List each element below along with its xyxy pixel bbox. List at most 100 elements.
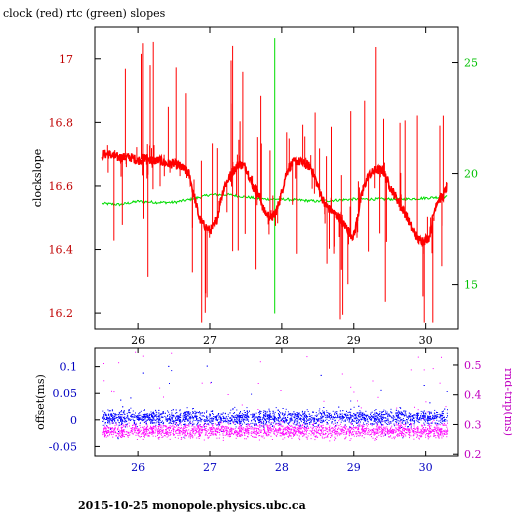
offset-point [109, 419, 111, 421]
rnd-trip-point [365, 428, 367, 430]
rnd-trip-point [152, 426, 154, 428]
offset-point [418, 412, 420, 414]
rnd-trip-point [163, 396, 164, 398]
rnd-trip-point [256, 431, 258, 433]
offset-point [329, 413, 330, 415]
offset-point [382, 411, 384, 412]
offset-point [149, 417, 151, 419]
offset-point [258, 422, 260, 424]
rnd-trip-point [343, 429, 344, 431]
offset-point [118, 424, 120, 426]
rnd-trip-point [288, 431, 290, 432]
offset-point [108, 413, 110, 415]
offset-point [155, 424, 157, 426]
offset-point [260, 420, 262, 422]
offset-point [141, 416, 143, 418]
offset-point [199, 418, 201, 420]
offset-point [144, 413, 145, 415]
rnd-trip-point [410, 435, 412, 437]
rnd-trip-point [423, 419, 425, 421]
rnd-trip-point [204, 425, 205, 427]
rnd-trip-point [237, 434, 239, 435]
offset-point [344, 419, 346, 421]
rnd-trip-point [290, 435, 291, 437]
rnd-trip-point [211, 433, 212, 434]
offset-point [392, 415, 394, 417]
rnd-trip-point [240, 430, 242, 432]
rnd-trip-point [140, 426, 142, 428]
rnd-trip-point [334, 436, 336, 438]
offset-point [446, 420, 448, 422]
rnd-trip-point [146, 424, 148, 426]
lower-plot-area [102, 351, 449, 442]
rnd-trip-point [425, 431, 427, 433]
rnd-trip-point [158, 432, 160, 434]
rnd-trip-point [274, 433, 276, 435]
offset-point [420, 419, 422, 421]
offset-point [246, 407, 248, 409]
rnd-trip-point [193, 428, 194, 430]
offset-point [131, 414, 133, 416]
offset-point [187, 412, 189, 414]
offset-point [321, 414, 322, 416]
rnd-trip-point [214, 430, 216, 432]
offset-point [183, 436, 185, 438]
offset-point [323, 420, 325, 422]
offset-point [386, 413, 388, 415]
rnd-trip-point [394, 436, 396, 438]
rnd-trip-point [229, 432, 231, 434]
offset-point [177, 419, 179, 421]
offset-point [355, 414, 357, 415]
rnd-trip-point [162, 436, 164, 438]
offset-point [302, 413, 304, 415]
offset-point [413, 416, 415, 418]
rnd-trip-point [298, 431, 300, 433]
rnd-trip-point [358, 435, 360, 437]
rnd-trip-point [421, 433, 423, 434]
offset-point [243, 421, 245, 423]
rnd-trip-point [235, 432, 237, 434]
y2-tick-label: 15 [464, 279, 478, 292]
offset-point [357, 418, 359, 420]
offset-point [318, 419, 320, 421]
rnd-trip-point [148, 432, 150, 434]
rnd-trip-point [273, 427, 275, 428]
rnd-trip-point [147, 435, 149, 437]
rnd-trip-point [132, 427, 134, 429]
offset-point [162, 413, 164, 414]
offset-point [364, 414, 366, 416]
rnd-trip-point [160, 424, 162, 426]
offset-point [307, 411, 309, 412]
offset-point [348, 417, 350, 419]
offset-point [282, 418, 284, 420]
offset-point [295, 420, 297, 422]
offset-point [291, 417, 293, 419]
offset-point [285, 419, 287, 421]
rnd-trip-point [292, 433, 294, 435]
offset-point [162, 412, 164, 414]
rnd-trip-point [153, 427, 155, 429]
offset-point [342, 410, 344, 412]
offset-point [137, 414, 139, 416]
rnd-trip-point [284, 433, 286, 435]
offset-point [373, 417, 375, 419]
offset-point [379, 416, 381, 417]
offset-point [175, 418, 177, 419]
rnd-trip-point [285, 428, 287, 430]
offset-point [398, 422, 400, 424]
offset-point [300, 419, 302, 421]
offset-point [369, 416, 371, 418]
offset-point [381, 411, 383, 413]
rnd-trip-point [383, 432, 385, 434]
offset-point [192, 408, 194, 409]
rnd-trip-point [335, 438, 337, 440]
rnd-trip-point [380, 432, 382, 434]
rnd-trip-point [325, 433, 326, 434]
offset-point [383, 417, 385, 419]
offset-point [434, 409, 436, 411]
offset-point [303, 417, 305, 419]
offset-point [151, 422, 153, 424]
rnd-trip-point [393, 436, 395, 438]
offset-point [247, 415, 249, 417]
offset-point [197, 418, 199, 420]
